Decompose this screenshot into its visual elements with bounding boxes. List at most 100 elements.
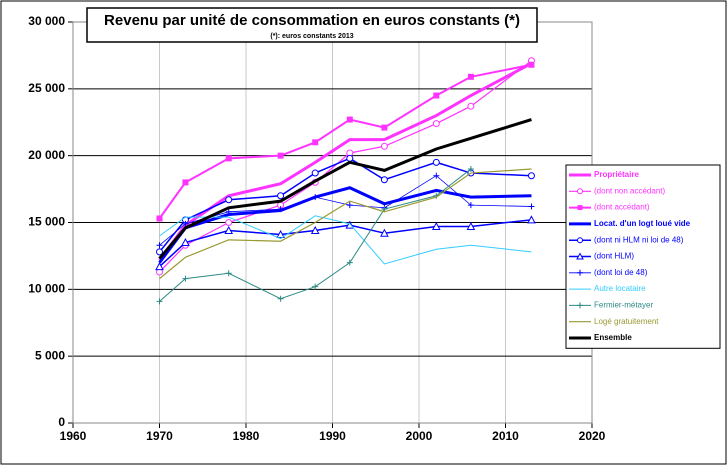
point bbox=[466, 221, 476, 231]
point bbox=[381, 124, 388, 131]
series-line bbox=[158, 186, 532, 264]
y-tick-label: 15 000 bbox=[28, 215, 65, 229]
point bbox=[182, 179, 189, 186]
point bbox=[380, 176, 388, 184]
point bbox=[310, 225, 320, 235]
y-tick-label: 0 bbox=[58, 415, 65, 429]
point bbox=[346, 202, 353, 209]
point bbox=[433, 172, 440, 179]
point bbox=[467, 73, 474, 80]
point bbox=[277, 192, 285, 200]
x-tick-label: 2000 bbox=[406, 429, 433, 443]
legend-item: Ensemble bbox=[569, 333, 632, 342]
x-tick-label: 2010 bbox=[492, 429, 519, 443]
point bbox=[156, 242, 163, 249]
legend-label: (dont non accédant) bbox=[594, 186, 665, 195]
series-line bbox=[158, 219, 532, 268]
point bbox=[312, 283, 319, 290]
legend-label: Autre locataire bbox=[594, 284, 646, 293]
point bbox=[182, 275, 189, 282]
legend-marker bbox=[577, 205, 583, 211]
y-tick-label: 10 000 bbox=[28, 282, 65, 296]
point bbox=[346, 259, 353, 266]
x-tick-label: 1960 bbox=[60, 429, 87, 443]
legend-marker bbox=[577, 188, 583, 195]
point bbox=[225, 208, 232, 215]
point bbox=[156, 215, 163, 222]
point bbox=[528, 61, 535, 68]
legend-item: Fermier-métayer bbox=[569, 301, 653, 310]
legend-label: Propriétaire bbox=[594, 170, 639, 179]
point bbox=[276, 229, 285, 239]
legend-item: (dont HLM) bbox=[569, 252, 634, 261]
x-tick-label: 2020 bbox=[579, 429, 606, 443]
point bbox=[432, 158, 440, 166]
series-line bbox=[159, 60, 532, 273]
legend-item: (dont loi de 48) bbox=[569, 268, 648, 277]
series bbox=[159, 168, 532, 280]
point bbox=[312, 194, 319, 201]
series-line bbox=[158, 157, 532, 253]
legend-label: (dont HLM) bbox=[594, 252, 634, 261]
legend-label: (dont accédant) bbox=[594, 203, 650, 212]
legend-marker bbox=[577, 302, 583, 309]
x-tick-label: 1980 bbox=[233, 429, 260, 443]
point bbox=[380, 228, 389, 237]
legend-label: Locat. d'un logt loué vide bbox=[594, 219, 691, 228]
point bbox=[346, 116, 353, 123]
y-tick-label: 25 000 bbox=[28, 81, 65, 95]
y-tick-label: 20 000 bbox=[28, 148, 65, 162]
point bbox=[225, 219, 233, 226]
legend-label: Ensemble bbox=[594, 333, 632, 342]
series-line bbox=[158, 118, 532, 260]
legend-marker bbox=[576, 252, 584, 260]
legend-item: Locat. d'un logt loué vide bbox=[569, 219, 691, 228]
legend-marker bbox=[577, 237, 583, 244]
title-box bbox=[86, 7, 538, 43]
legend-item: Logé gratuitement bbox=[569, 317, 659, 326]
point bbox=[277, 295, 284, 302]
legend-item: Propriétaire bbox=[569, 170, 639, 179]
point bbox=[346, 154, 354, 162]
series-line bbox=[158, 63, 532, 220]
point bbox=[156, 298, 163, 305]
series bbox=[156, 61, 535, 222]
point bbox=[467, 166, 474, 173]
legend-item: Autre locataire bbox=[569, 284, 646, 293]
y-tick-label: 5 000 bbox=[35, 348, 65, 362]
series bbox=[155, 215, 536, 271]
point bbox=[312, 139, 319, 146]
point bbox=[467, 202, 474, 209]
point bbox=[380, 142, 388, 150]
series bbox=[156, 57, 535, 276]
point bbox=[527, 172, 535, 180]
point bbox=[432, 120, 440, 128]
point bbox=[527, 215, 536, 224]
chart-title: Revenu par unité de consommation en euro… bbox=[104, 12, 520, 29]
legend-label: Fermier-métayer bbox=[594, 301, 653, 310]
point bbox=[225, 196, 233, 204]
legend-marker bbox=[577, 269, 583, 276]
x-tick-label: 1970 bbox=[146, 429, 173, 443]
point bbox=[277, 152, 284, 159]
chart-subtitle: (*): euros constants 2013 bbox=[270, 33, 353, 40]
point bbox=[381, 206, 388, 213]
point bbox=[277, 206, 284, 213]
legend-label: (dont ni HLM ni loi de 48) bbox=[594, 235, 684, 244]
point bbox=[467, 102, 475, 110]
point bbox=[225, 270, 232, 277]
x-tick-label: 1990 bbox=[319, 429, 346, 443]
point bbox=[528, 203, 535, 210]
point bbox=[182, 220, 189, 227]
legend-item: (dont non accédant) bbox=[569, 186, 665, 195]
legend-label: Logé gratuitement bbox=[594, 317, 659, 326]
legend-item: (dont accédant) bbox=[569, 203, 650, 212]
point bbox=[433, 92, 440, 99]
point bbox=[311, 169, 319, 177]
point bbox=[431, 221, 441, 231]
point bbox=[225, 155, 232, 162]
series bbox=[158, 186, 532, 264]
series bbox=[158, 118, 532, 260]
point bbox=[156, 248, 163, 256]
